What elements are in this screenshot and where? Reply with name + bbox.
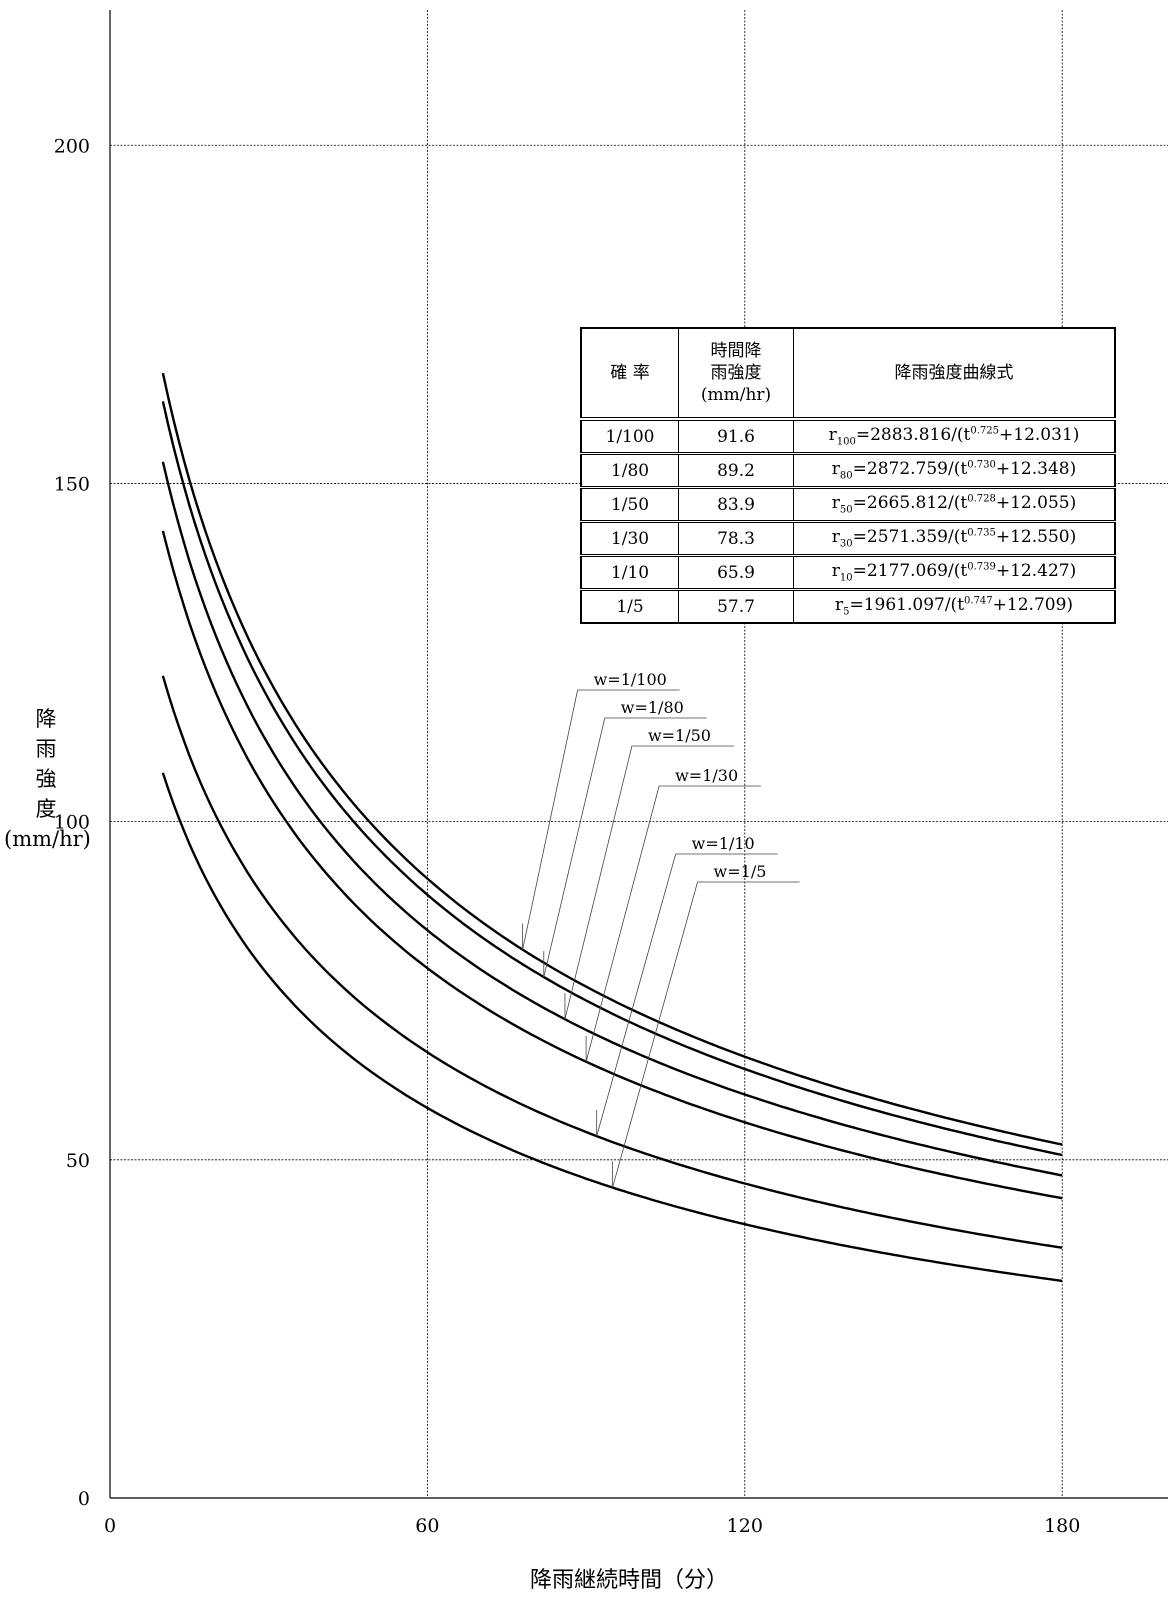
curve-label: w=1/50 bbox=[648, 726, 711, 745]
axes bbox=[109, 10, 1168, 1499]
leader-line bbox=[585, 785, 660, 1062]
leader-line bbox=[522, 689, 579, 950]
cell-intensity: 89.2 bbox=[678, 453, 794, 489]
cell-probability: 1/10 bbox=[580, 555, 679, 591]
curve-label: w=1/5 bbox=[714, 862, 767, 881]
table-row: 1/80 89.2 r80=2872.759/(t0.730+12.348) bbox=[580, 453, 1116, 489]
curve-label: w=1/10 bbox=[692, 834, 755, 853]
leader-line bbox=[596, 853, 677, 1137]
curve-label: w=1/30 bbox=[675, 766, 738, 785]
leader-line bbox=[543, 717, 606, 978]
cell-probability: 1/50 bbox=[580, 487, 679, 523]
curves bbox=[161, 372, 1063, 1283]
cell-intensity: 83.9 bbox=[678, 487, 794, 523]
y-tick-label: 50 bbox=[66, 1150, 90, 1172]
cell-probability: 1/80 bbox=[580, 453, 679, 489]
y-axis-label-char: 降 bbox=[35, 707, 57, 731]
y-axis-label-unit: (mm/hr) bbox=[4, 827, 91, 851]
series-curve bbox=[161, 372, 1063, 1146]
x-tick-label: 60 bbox=[415, 1515, 439, 1537]
cell-intensity: 65.9 bbox=[678, 555, 794, 591]
table-row: 1/30 78.3 r30=2571.359/(t0.735+12.550) bbox=[580, 521, 1116, 557]
header-formula: 降雨強度曲線式 bbox=[793, 327, 1116, 421]
y-tick-label: 0 bbox=[78, 1488, 90, 1510]
x-axis-label: 降雨継続時間（分） bbox=[529, 1568, 728, 1593]
table-row: 1/5 57.7 r5=1961.097/(t0.747+12.709) bbox=[580, 589, 1116, 624]
cell-probability: 1/100 bbox=[580, 418, 679, 455]
curve-label: w=1/80 bbox=[621, 698, 684, 717]
cell-intensity: 78.3 bbox=[678, 521, 794, 557]
table-row: 1/100 91.6 r100=2883.816/(t0.725+12.031) bbox=[580, 418, 1116, 455]
cell-formula: r5=1961.097/(t0.747+12.709) bbox=[793, 589, 1116, 624]
header-probability: 確 率 bbox=[580, 327, 679, 421]
series-curve bbox=[161, 772, 1063, 1283]
table-row: 1/50 83.9 r50=2665.812/(t0.728+12.055) bbox=[580, 487, 1116, 523]
cell-formula: r30=2571.359/(t0.735+12.550) bbox=[793, 521, 1116, 557]
series-curve bbox=[161, 461, 1063, 1177]
header-hourly-intensity: 時間降 雨強度 (mm/hr) bbox=[678, 327, 794, 421]
cell-intensity: 57.7 bbox=[678, 589, 794, 624]
y-axis-label: 降 雨 強 度 (mm/hr) bbox=[4, 704, 91, 854]
series-curve bbox=[161, 530, 1063, 1200]
y-axis-label-char: 強 bbox=[35, 767, 57, 791]
x-tick-label: 0 bbox=[104, 1515, 116, 1537]
formula-table: 確 率 時間降 雨強度 (mm/hr) 降雨強度曲線式 1/100 91.6 r10… bbox=[580, 327, 1116, 624]
leader-line bbox=[612, 881, 698, 1188]
grid bbox=[110, 10, 1168, 1498]
leader-line bbox=[564, 745, 633, 1020]
series-curve bbox=[161, 401, 1063, 1157]
cell-formula: r80=2872.759/(t0.730+12.348) bbox=[793, 453, 1116, 489]
table-row: 1/10 65.9 r10=2177.069/(t0.739+12.427) bbox=[580, 555, 1116, 591]
formula-table-body: 1/100 91.6 r100=2883.816/(t0.725+12.031) 1/… bbox=[580, 418, 1116, 624]
curve-labels: w=1/100 w=1/80 w=1/50 w=1/30 w=1/10 w=1/5 bbox=[522, 670, 800, 1188]
series-curve bbox=[161, 675, 1063, 1249]
y-tick-label: 150 bbox=[54, 473, 90, 495]
y-axis-label-char: 雨 bbox=[35, 737, 57, 761]
y-tick-label: 200 bbox=[54, 135, 90, 157]
curve-label: w=1/100 bbox=[594, 670, 667, 689]
cell-formula: r50=2665.812/(t0.728+12.055) bbox=[793, 487, 1116, 523]
y-tick-label: 100 bbox=[54, 812, 90, 834]
x-tick-label: 120 bbox=[727, 1515, 763, 1537]
cell-formula: r10=2177.069/(t0.739+12.427) bbox=[793, 555, 1116, 591]
y-axis-label-char: 度 bbox=[35, 797, 57, 821]
x-tick-label: 180 bbox=[1044, 1515, 1080, 1537]
cell-probability: 1/5 bbox=[580, 589, 679, 624]
cell-intensity: 91.6 bbox=[678, 418, 794, 455]
cell-formula: r100=2883.816/(t0.725+12.031) bbox=[793, 418, 1116, 455]
tick-labels: 0 60 120 180 0 50 100 150 200 bbox=[54, 135, 1081, 1537]
cell-probability: 1/30 bbox=[580, 521, 679, 557]
